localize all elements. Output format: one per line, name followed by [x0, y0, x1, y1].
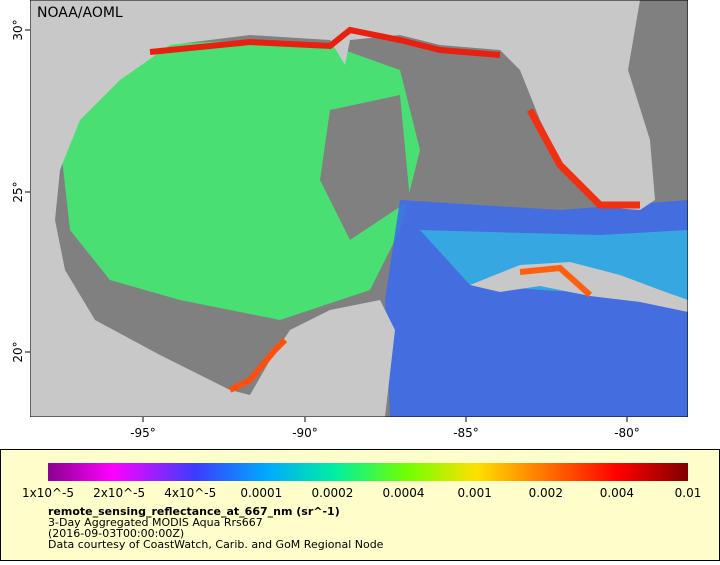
coastal-high	[519, 264, 593, 298]
land-us	[30, 0, 655, 210]
axis: 30° 25° 20° -95° -90° -85° -80°	[11, 19, 640, 440]
colorbar-label: 0.001	[457, 486, 491, 500]
lon-label: -85°	[453, 426, 479, 440]
colorbar-label: 0.0002	[311, 486, 353, 500]
colorbar-labels: 1x10^-5 2x10^-5 4x10^-5 0.0001 0.0002 0.0004 0…	[22, 486, 701, 500]
colorbar-label: 0.0001	[240, 486, 282, 500]
credit: NOAA/AOML	[37, 5, 123, 21]
coastal-high	[149, 26, 501, 58]
gap	[320, 95, 410, 240]
coastal-high	[526, 108, 640, 209]
map	[30, 0, 688, 417]
legend-line: Data courtesy of CoastWatch, Carib. and …	[48, 538, 384, 551]
lon-label: -80°	[614, 426, 640, 440]
colorbar-label: 0.002	[529, 486, 563, 500]
colorbar-label: 1x10^-5	[22, 486, 74, 500]
colorbar-label: 2x10^-5	[93, 486, 145, 500]
land-mexico	[30, 170, 395, 417]
colorbar-label: 4x10^-5	[164, 486, 216, 500]
legend-line: 3-Day Aggregated MODIS Aqua Rrs667	[48, 516, 263, 529]
colorbar-label: 0.004	[600, 486, 634, 500]
lon-label: -95°	[130, 426, 156, 440]
lon-label: -90°	[292, 426, 318, 440]
legend-line: (2016-09-03T00:00:00Z)	[48, 527, 184, 540]
lat-label: 25°	[11, 181, 25, 202]
coastal-high	[228, 337, 288, 393]
colorbar-label: 0.01	[675, 486, 702, 500]
lat-label: 20°	[11, 341, 25, 362]
lat-label: 30°	[11, 19, 25, 40]
legend-title: remote_sensing_reflectance_at_667_nm (sr…	[48, 505, 340, 518]
colorbar	[48, 463, 688, 481]
colorbar-label: 0.0004	[383, 486, 425, 500]
